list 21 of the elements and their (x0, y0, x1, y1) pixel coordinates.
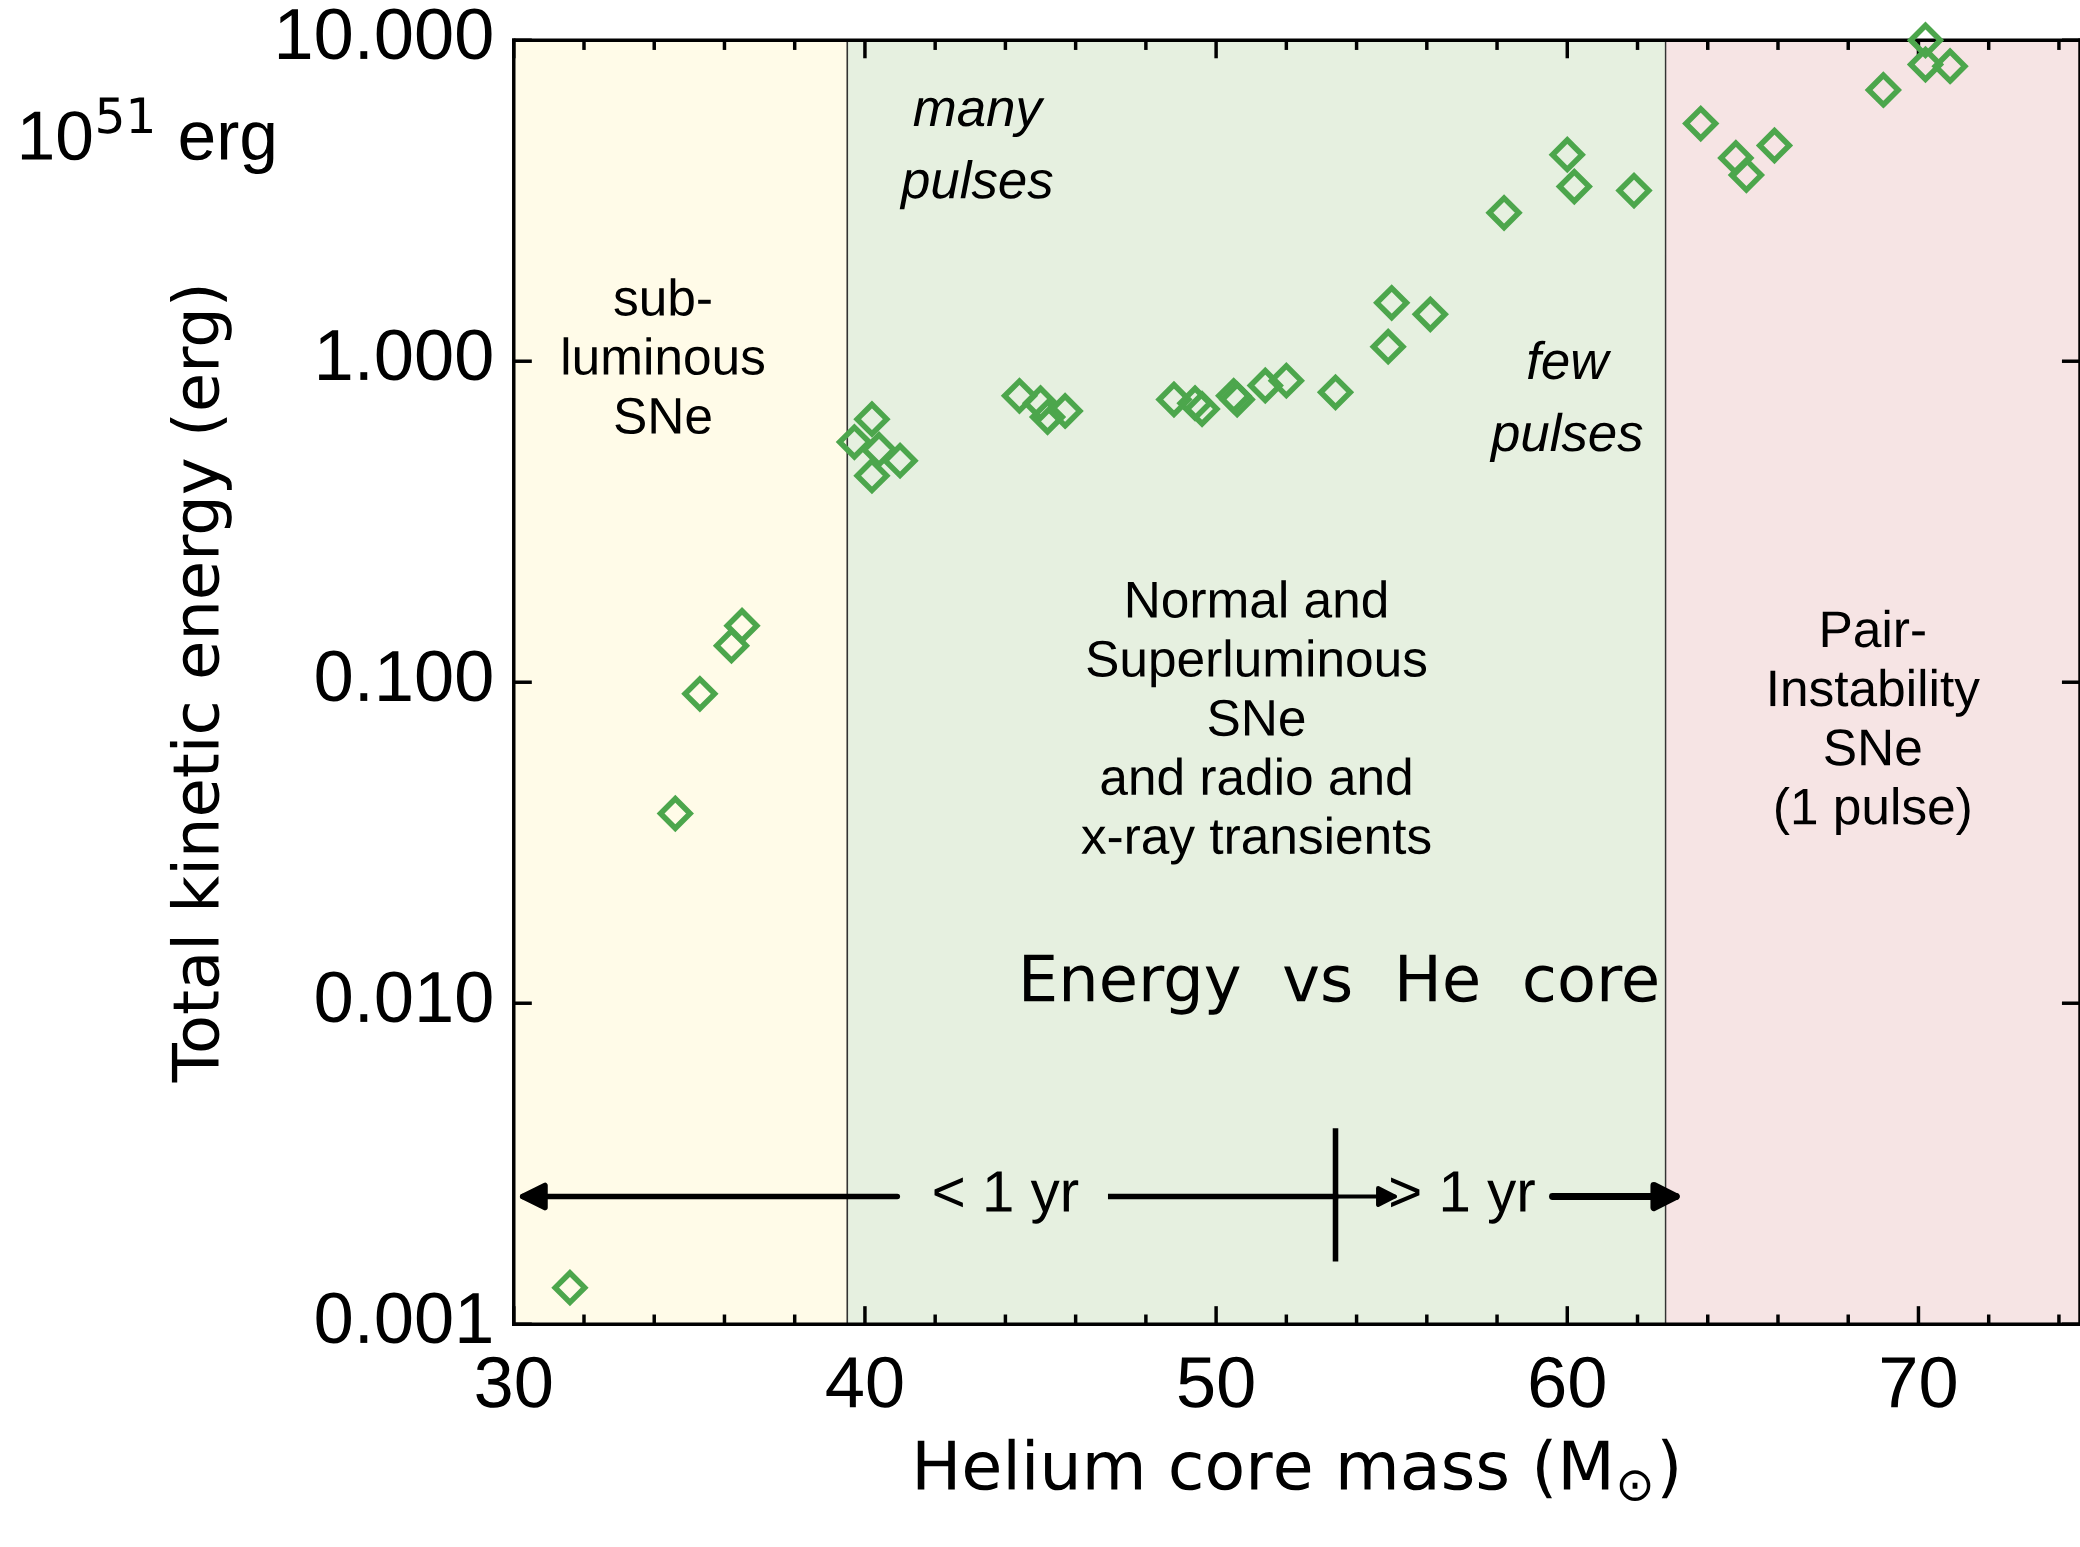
band-label: Pair- Instability SNe (1 pulse) (1770, 609, 1980, 835)
y-tick-label: 10.000 (278, 8, 492, 60)
band-label: sub- luminous SNe (563, 278, 764, 435)
y-tick-label: 0.100 (316, 650, 492, 702)
x-axis-title: Helium core mass (M$_{⊙}$) (917, 1438, 1677, 1502)
y-axis-title: Total kinetic energy (erg) (169, 287, 232, 1083)
y-tick-label: 0.010 (316, 971, 492, 1023)
band-label: Normal and Superluminous SNe and radio and x-ray transients (1081, 580, 1431, 865)
y-tick-label: 0.001 (316, 1292, 491, 1344)
annotation: few pulses (1489, 340, 1643, 462)
y-tick-label: 1.000 (319, 329, 492, 381)
x-tick-label: 40 (826, 1356, 903, 1408)
text: 10$^{51}$ erg (21, 97, 274, 175)
annotation: < 1 yr (934, 1171, 1079, 1224)
x-tick-label: 70 (1882, 1356, 1956, 1408)
annotation: > 1 yr (1391, 1171, 1535, 1224)
x-tick-label: 30 (476, 1356, 552, 1408)
x-tick-label: 60 (1530, 1356, 1605, 1408)
annotation: many pulses (899, 97, 1053, 210)
x-tick-label: 50 (1178, 1356, 1254, 1408)
annotation: Energy vs He core (1024, 954, 1657, 1015)
